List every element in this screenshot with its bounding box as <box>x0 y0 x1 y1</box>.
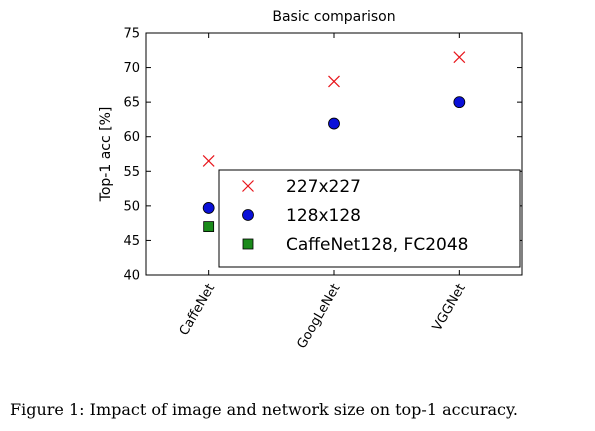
data-point <box>203 221 215 233</box>
data-point <box>202 202 215 214</box>
legend: 227x227 128x128 CaffeNet128, FC2048 <box>218 169 521 268</box>
y-tick-label: 70 <box>123 61 140 76</box>
legend-marker <box>242 209 254 221</box>
data-point <box>453 96 466 109</box>
x-tick-label: CaffeNet <box>177 282 218 339</box>
y-tick-label: 65 <box>123 96 140 111</box>
y-axis-title: Top-1 acc [%] <box>98 107 114 203</box>
x-tick-label: VGGNet <box>430 282 469 334</box>
data-marks <box>202 51 466 233</box>
legend-marker <box>242 180 254 192</box>
figure-caption: Figure 1: Impact of image and network si… <box>10 400 518 419</box>
legend-label: CaffeNet128, FC2048 <box>286 235 468 255</box>
y-tick-label: 55 <box>123 165 140 180</box>
legend-marker <box>242 238 254 250</box>
y-tick-label: 45 <box>123 234 140 249</box>
data-point <box>453 51 466 64</box>
legend-label: 227x227 <box>286 177 361 197</box>
data-point <box>202 154 215 167</box>
y-tick-label: 75 <box>123 27 140 42</box>
data-point <box>328 75 340 88</box>
x-tick-label: GoogLeNet <box>294 282 343 352</box>
y-tick-label: 60 <box>123 130 140 145</box>
chart-title: Basic comparison <box>272 9 395 25</box>
y-axis-ticks: 40 45 50 55 60 65 70 75 <box>123 27 522 284</box>
legend-box <box>218 169 521 268</box>
y-tick-label: 40 <box>123 269 140 284</box>
data-point <box>328 117 340 130</box>
legend-label: 128x128 <box>286 206 361 226</box>
y-tick-label: 50 <box>123 199 140 214</box>
